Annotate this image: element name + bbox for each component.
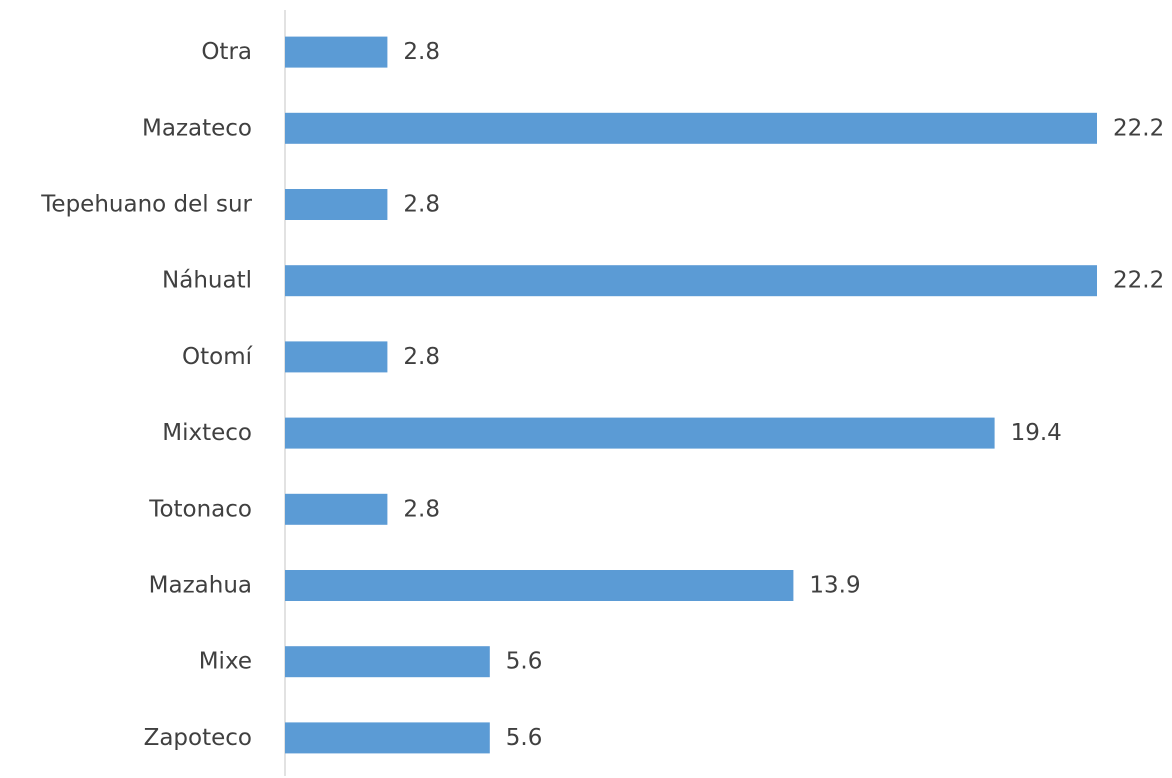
value-label: 13.9 [809,573,860,599]
category-label: Mixe [199,649,252,675]
bar [285,493,388,525]
value-label: 2.8 [403,192,440,218]
bar [285,112,1097,144]
bar [285,417,995,449]
category-label: Mazateco [142,115,252,141]
value-label: 5.6 [506,725,543,751]
category-label: Tepehuano del sur [40,192,252,218]
value-label: 2.8 [403,39,440,65]
value-label: 22.2 [1113,268,1164,294]
category-label: Mazahua [149,573,252,599]
bar [285,646,490,678]
value-label: 2.8 [403,344,440,370]
value-label: 22.2 [1113,115,1164,141]
category-label: Otomí [182,344,253,370]
bar [285,36,388,68]
value-label: 19.4 [1011,420,1062,446]
value-label: 2.8 [403,496,440,522]
category-label: Mixteco [162,420,252,446]
category-label: Náhuatl [162,268,252,294]
labels-layer: Otra 2.8 Mazateco 22.2 Tepehuano del sur 2.8 N… [40,39,1164,751]
bars-layer [285,36,1097,754]
value-label: 5.6 [506,649,543,675]
bar [285,341,388,373]
bar [285,189,388,220]
bar [285,722,490,754]
category-label: Otra [201,39,252,65]
category-label: Zapoteco [144,725,252,751]
bar [285,570,794,601]
category-label: Totonaco [148,496,252,522]
bar [285,265,1097,297]
